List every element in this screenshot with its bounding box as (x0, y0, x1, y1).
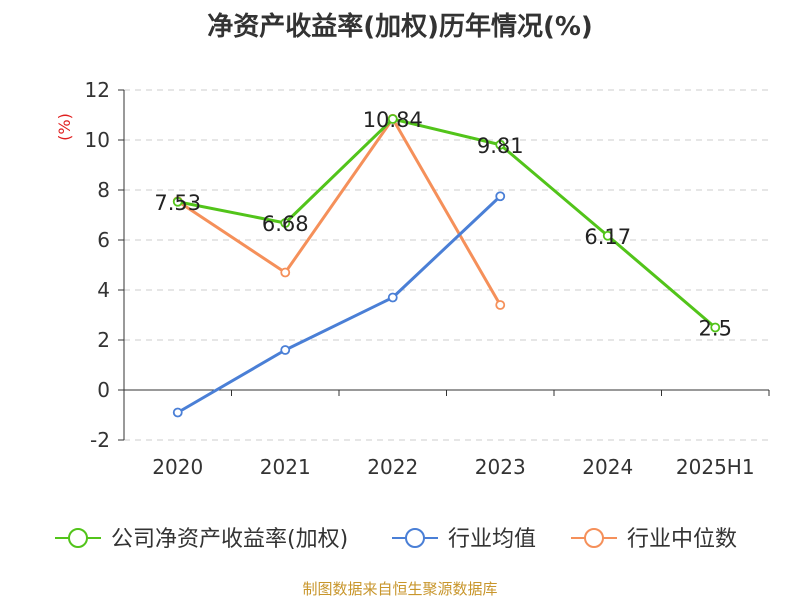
y-tick-label: -2 (90, 428, 110, 452)
data-point (602, 230, 613, 241)
data-point (387, 292, 398, 303)
data-label: 9.81 (477, 134, 524, 158)
data-label: 6.68 (262, 212, 309, 236)
data-point (280, 267, 291, 278)
y-tick-label: 0 (97, 378, 110, 402)
x-tick-label: 2025H1 (676, 455, 755, 479)
data-point (280, 218, 291, 228)
data-point (280, 345, 291, 355)
y-tick-label: 12 (85, 78, 110, 102)
legend: 公司净资产收益率(加权) 行业均值 行业中位数 (55, 527, 737, 552)
data-label-layer: 7.53 6.68 10.84 9.81 6.17 2.5 (154, 108, 732, 341)
legend-label: 行业均值 (448, 527, 536, 552)
y-tick-label: 2 (97, 328, 110, 352)
data-point (495, 300, 506, 310)
y-axis-label: (%) (55, 113, 74, 141)
data-point (495, 139, 506, 150)
data-point (172, 407, 183, 418)
data-label: 2.5 (699, 317, 732, 341)
data-label: 10.84 (363, 108, 423, 132)
series-layer (172, 113, 721, 418)
y-tick-label: 8 (97, 178, 110, 202)
data-label: 7.53 (154, 191, 201, 215)
x-tick-label: 2023 (475, 455, 526, 479)
series-line (176, 117, 502, 306)
data-point (495, 191, 506, 202)
x-tick-label: 2024 (582, 455, 633, 479)
x-tick-label: 2021 (260, 455, 311, 479)
y-tick-label: 4 (97, 278, 110, 302)
axis-layer: -2 0 2 4 6 8 10 12 2020 2021 2022 2023 2024 2025H1 (%) (55, 78, 770, 479)
x-tick-label: 2022 (367, 455, 418, 479)
legend-marker (405, 528, 425, 548)
x-tick-label: 2020 (152, 455, 203, 479)
legend-marker (68, 528, 88, 548)
legend-label: 行业中位数 (627, 527, 737, 552)
series-line (176, 195, 502, 414)
y-tick-label: 10 (85, 128, 110, 152)
legend-marker (584, 528, 604, 548)
legend-label: 公司净资产收益率(加权) (111, 527, 348, 552)
data-label: 6.17 (584, 225, 631, 249)
data-point (172, 196, 183, 207)
source-footer: 制图数据来自恒生聚源数据库 (302, 580, 498, 598)
chart-title: 净资产收益率(加权)历年情况(%) (207, 12, 593, 42)
series-line (177, 117, 717, 329)
data-point (387, 114, 398, 124)
data-point (710, 322, 721, 333)
y-tick-label: 6 (97, 228, 110, 252)
